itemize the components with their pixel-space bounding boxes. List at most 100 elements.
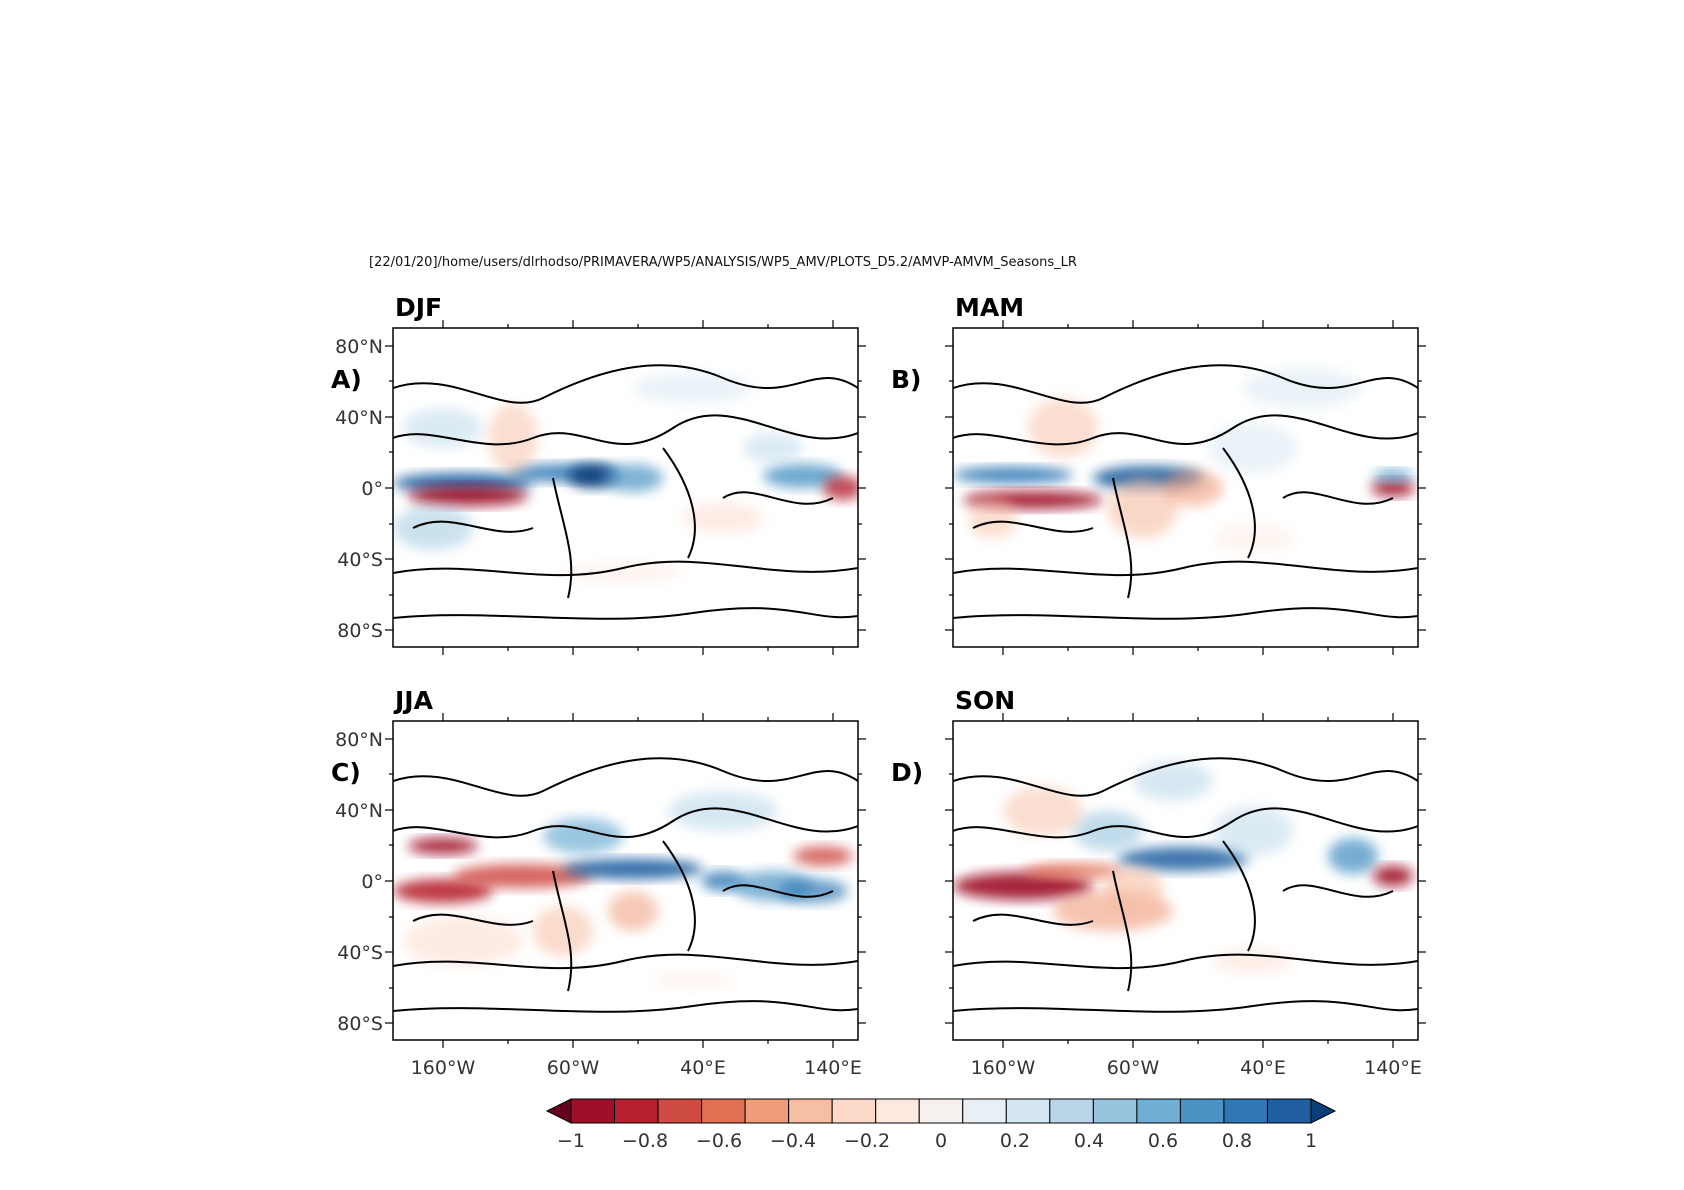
lon-tick-label: 60°W — [1107, 1057, 1160, 1079]
anomaly-blob — [563, 859, 703, 879]
lat-tick-label: 80°S — [337, 1013, 383, 1035]
panel-letter: D) — [891, 758, 923, 787]
panels-layer: DJF A) 80°N 40°N 0° 40°S 80°S MAM B) JJA C) 80°N 40°… — [331, 293, 1426, 1079]
contour-line — [393, 607, 858, 620]
map-panel-mam: MAM B) — [891, 293, 1426, 655]
anomaly-blob — [1118, 847, 1248, 871]
contour-line — [1282, 884, 1394, 898]
anomaly-blob — [778, 879, 848, 903]
colorbar-swatch — [788, 1098, 833, 1124]
contour-line — [393, 807, 858, 839]
colorbar-left-arrow — [545, 1098, 572, 1124]
season-title: SON — [955, 686, 1015, 715]
panel-letter: A) — [331, 365, 362, 394]
anomaly-blob — [1003, 786, 1083, 836]
colorbar-tick-label: −0.8 — [622, 1130, 668, 1152]
colorbar-tick-label: 0.2 — [1000, 1130, 1030, 1152]
colorbar-tick-label: −0.4 — [770, 1130, 816, 1152]
anomaly-blob — [1371, 480, 1415, 496]
colorbar-swatch — [1005, 1098, 1051, 1124]
lon-tick-label: 160°W — [411, 1057, 476, 1079]
map-panel-jja: JJA C) 80°N 40°N 0° 40°S 80°S 160°W 60°W 40°E 140°… — [331, 686, 866, 1079]
contour-line — [662, 447, 696, 559]
colorbar-swatch — [1266, 1098, 1312, 1124]
contour-line — [552, 870, 573, 992]
anomaly-blob — [393, 506, 473, 550]
contour-line — [552, 477, 573, 599]
colorbar-swatch — [614, 1098, 659, 1124]
colorbar-swatch — [1092, 1098, 1138, 1124]
contour-line — [953, 607, 1418, 620]
contour-line — [953, 1000, 1418, 1013]
contour-line — [393, 953, 858, 970]
lon-tick-label: 40°E — [680, 1057, 726, 1079]
contour-line — [1222, 840, 1256, 952]
contour-line — [412, 520, 534, 533]
contour-line — [722, 884, 834, 898]
contour-line — [953, 953, 1418, 970]
colorbar-tick-label: 1 — [1305, 1130, 1317, 1152]
anomaly-blob — [1243, 368, 1363, 408]
season-title: DJF — [395, 293, 442, 322]
colorbar-tick-label: −0.2 — [844, 1130, 890, 1152]
colorbar-right-arrow — [1310, 1098, 1337, 1124]
lon-tick-label: 60°W — [547, 1057, 600, 1079]
anomaly-blob — [968, 498, 1018, 538]
contour-line — [393, 414, 858, 446]
anomaly-blob — [1133, 761, 1213, 801]
anomaly-blob — [953, 467, 1073, 483]
contour-lines — [953, 364, 1418, 620]
colorbar-swatch — [875, 1098, 920, 1124]
anomaly-blob — [668, 791, 778, 831]
map-panel-djf: DJF A) 80°N 40°N 0° 40°S 80°S — [331, 293, 866, 655]
contour-line — [953, 757, 1418, 797]
anomaly-blob — [608, 891, 658, 931]
colorbar-tick-label: −1 — [557, 1130, 585, 1152]
lat-tick-label: 80°N — [335, 336, 383, 358]
contour-line — [393, 757, 858, 797]
colorbar-swatch — [744, 1098, 790, 1124]
colorbar-tick-label: 0 — [935, 1130, 947, 1152]
anomaly-blob — [743, 433, 803, 463]
anomaly-blob — [1373, 470, 1413, 482]
map-panel-son: SON D) 160°W 60°W 40°E 140°E — [891, 686, 1426, 1079]
colorbar-swatch — [1136, 1098, 1181, 1124]
anomaly-blob — [1328, 838, 1378, 874]
anomaly-blob — [633, 373, 753, 403]
contour-line — [953, 364, 1418, 404]
anomaly-blob — [1108, 478, 1178, 538]
anomaly-blob — [763, 464, 843, 488]
contour-line — [393, 364, 858, 404]
lon-tick-label: 160°W — [971, 1057, 1036, 1079]
colorbar: −1 −0.8 −0.6 −0.4 −0.2 0 0.2 0.4 0.6 0.8 1 — [545, 1098, 1337, 1152]
contour-line — [1222, 447, 1256, 559]
anomaly-blob — [1213, 949, 1293, 973]
lat-tick-label: 80°S — [337, 620, 383, 642]
season-title: JJA — [393, 686, 434, 715]
anomaly-blob — [1213, 806, 1293, 856]
contour-line — [972, 913, 1094, 926]
anomaly-blob — [793, 846, 853, 866]
contour-line — [662, 840, 696, 952]
contour-line — [953, 560, 1418, 577]
contour-line — [393, 1000, 858, 1013]
colorbar-swatch — [1223, 1098, 1268, 1124]
panel-letter: B) — [891, 365, 921, 394]
anomaly-blob — [1208, 423, 1298, 473]
colorbar-swatch — [1179, 1098, 1225, 1124]
lon-tick-label: 140°E — [804, 1057, 862, 1079]
axis-ticks — [385, 713, 866, 1048]
lon-tick-label: 40°E — [1240, 1057, 1286, 1079]
anomaly-blob — [683, 503, 763, 533]
contour-line — [1282, 491, 1394, 505]
anomaly-blob — [408, 838, 478, 854]
contour-lines — [393, 364, 858, 620]
lat-tick-label: 80°N — [335, 729, 383, 751]
anomaly-field — [393, 373, 858, 583]
anomaly-blob — [563, 563, 683, 583]
colorbar-swatch — [701, 1098, 746, 1124]
colorbar-swatch — [831, 1098, 877, 1124]
contour-line — [1112, 870, 1133, 992]
colorbar-swatch — [962, 1098, 1007, 1124]
anomaly-blob — [1028, 398, 1098, 458]
